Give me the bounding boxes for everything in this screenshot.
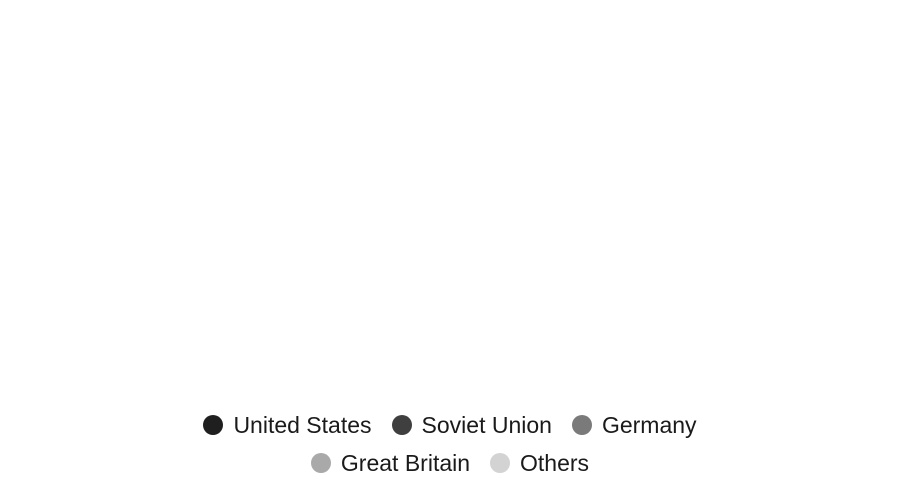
legend-swatch-soviet-union [391,415,412,435]
legend-item-germany[interactable]: Germany [571,412,697,438]
legend-label-others: Others [520,450,590,476]
legend-item-united-states[interactable]: United States [203,412,372,438]
legend-swatch-others [490,453,511,473]
legend-swatch-great-britain [310,453,331,473]
legend-item-soviet-union[interactable]: Soviet Union [391,412,552,438]
legend-label-united-states: United States [233,412,372,438]
legend-row: United States Soviet Union Germany [203,412,697,438]
chart-legend: United States Soviet Union Germany Great… [0,412,900,476]
legend-swatch-germany [571,415,592,435]
legend-item-others[interactable]: Others [490,450,589,476]
chart-plot-area [0,0,900,400]
legend-label-great-britain: Great Britain [340,450,471,476]
legend-label-soviet-union: Soviet Union [421,412,552,438]
legend-row: Great Britain Others [310,450,589,476]
legend-item-great-britain[interactable]: Great Britain [310,450,471,476]
legend-swatch-united-states [203,415,224,435]
legend-label-germany: Germany [601,412,697,438]
